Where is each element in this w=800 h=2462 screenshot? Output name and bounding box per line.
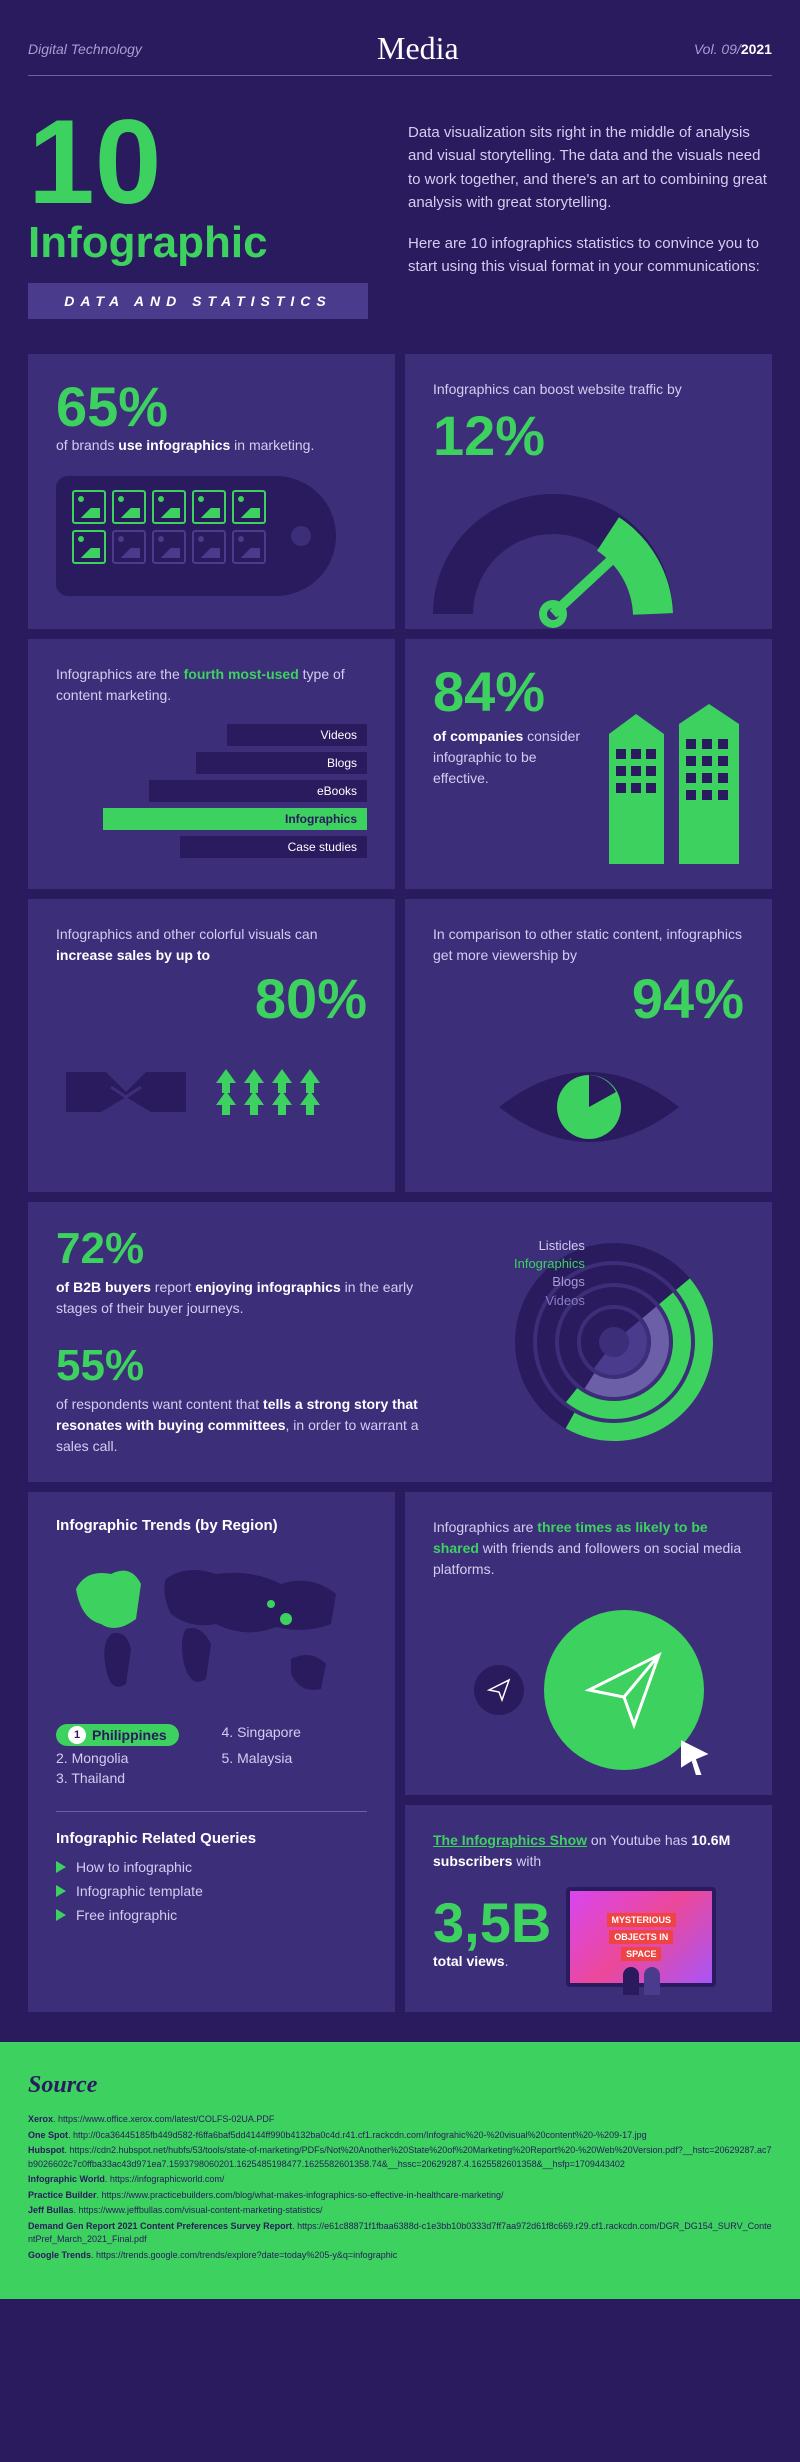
send-small-icon <box>474 1665 524 1715</box>
cursor-icon <box>681 1740 709 1775</box>
source-item: Google Trends. https://trends.google.com… <box>28 2249 772 2263</box>
source-item: Demand Gen Report 2021 Content Preferenc… <box>28 2220 772 2247</box>
queries-section: Infographic Related Queries How to infog… <box>56 1811 367 1923</box>
bar-row: Case studies <box>56 836 367 858</box>
sources-title: Source <box>28 2067 772 2103</box>
header: Digital Technology Media Vol. 09/2021 <box>28 30 772 76</box>
hero: 10 Infographic DATA AND STATISTICS Data … <box>28 111 772 319</box>
region-item: 2. Mongolia <box>56 1750 202 1766</box>
play-icon <box>56 1909 66 1921</box>
buildings-icon <box>604 674 744 864</box>
query-item: Infographic template <box>56 1883 367 1899</box>
stat-value: 80% <box>56 971 367 1027</box>
bar: eBooks <box>149 780 367 802</box>
hero-subtitle: DATA AND STATISTICS <box>28 283 368 319</box>
card-title: Infographic Trends (by Region) <box>56 1517 367 1534</box>
stat-card-sales: Infographics and other colorful visuals … <box>28 899 395 1192</box>
stat-card-youtube: The Infographics Show on Youtube has 10.… <box>405 1805 772 2012</box>
source-item: Hubspot. https://cdn2.hubspot.net/hubfs/… <box>28 2144 772 2171</box>
donut-chart: Listicles Infographics Blogs Videos <box>484 1242 744 1442</box>
video-thumbnail-icon: MYSTERIOUS OBJECTS IN SPACE <box>566 1887 716 1987</box>
header-category: Digital Technology <box>28 41 142 57</box>
bar-row: Videos <box>56 724 367 746</box>
arrows-icon <box>216 1069 320 1105</box>
stat-value: 12% <box>433 408 744 464</box>
bar: Videos <box>227 724 367 746</box>
stats-grid: 65% of brands use infographics in market… <box>28 354 772 2012</box>
world-map-icon <box>56 1549 356 1709</box>
source-item: Jeff Bullas. https://www.jeffbullas.com/… <box>28 2204 772 2218</box>
eye-icon <box>433 1052 744 1167</box>
bar: Blogs <box>196 752 367 774</box>
region-item: 4. Singapore <box>222 1724 368 1746</box>
header-title: Media <box>377 30 459 67</box>
play-icon <box>56 1861 66 1873</box>
stat-value: 3,5B <box>433 1895 551 1951</box>
region-list: 1Philippines 4. Singapore 2. Mongolia 5.… <box>56 1724 367 1786</box>
stat-card-b2b: 72% of B2B buyers report enjoying infogr… <box>28 1202 772 1482</box>
stat-value: 94% <box>433 971 744 1027</box>
handshake-icon <box>56 1042 196 1132</box>
hero-number: 10 <box>28 111 368 213</box>
query-item: How to infographic <box>56 1859 367 1875</box>
sources: Source Xerox. https://www.office.xerox.c… <box>0 2042 800 2299</box>
hero-title: Infographic <box>28 218 368 268</box>
stat-value: 65% <box>56 379 367 435</box>
gauge-icon <box>433 494 653 604</box>
region-item: 3. Thailand <box>56 1770 202 1786</box>
send-large-icon <box>544 1610 704 1770</box>
header-volume: Vol. 09/2021 <box>694 41 772 57</box>
stat-card-traffic: Infographics can boost website traffic b… <box>405 354 772 629</box>
stat-value: 84% <box>433 664 584 720</box>
hero-para-2: Here are 10 infographics statistics to c… <box>408 232 772 279</box>
stat-card-effective: 84% of companies consider infographic to… <box>405 639 772 889</box>
tag-icon <box>56 476 367 596</box>
stat-value: 55% <box>56 1344 444 1388</box>
query-item: Free infographic <box>56 1907 367 1923</box>
stat-card-trends: Infographic Trends (by Region) 1Philippi… <box>28 1492 395 2012</box>
stat-card-content-types: Infographics are the fourth most-used ty… <box>28 639 395 889</box>
stat-card-brands: 65% of brands use infographics in market… <box>28 354 395 629</box>
bars-chart: Videos Blogs eBooks Infographics Case studie… <box>56 724 367 858</box>
region-item-1: 1Philippines <box>56 1724 179 1746</box>
stat-card-viewership: In comparison to other static content, i… <box>405 899 772 1192</box>
bar-row: Infographics <box>56 808 367 830</box>
hero-para-1: Data visualization sits right in the mid… <box>408 121 772 214</box>
bar: Infographics <box>103 808 367 830</box>
bar-row: Blogs <box>56 752 367 774</box>
source-item: Practice Builder. https://www.practicebu… <box>28 2189 772 2203</box>
stat-value: 72% <box>56 1227 444 1271</box>
bar: Case studies <box>180 836 367 858</box>
source-item: Xerox. https://www.office.xerox.com/late… <box>28 2113 772 2127</box>
source-item: One Spot. http://0ca36445185fb449d582-f6… <box>28 2129 772 2143</box>
play-icon <box>56 1885 66 1897</box>
source-item: Infographic World. https://infographicwo… <box>28 2173 772 2187</box>
region-item: 5. Malaysia <box>222 1750 368 1766</box>
stat-card-shared: Infographics are three times as likely t… <box>405 1492 772 1795</box>
bar-row: eBooks <box>56 780 367 802</box>
